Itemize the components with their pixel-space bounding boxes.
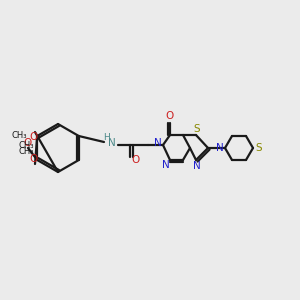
Text: CH₃: CH₃ bbox=[18, 146, 34, 155]
Text: CH₃: CH₃ bbox=[11, 130, 27, 140]
Text: O: O bbox=[132, 155, 140, 165]
Text: N: N bbox=[193, 161, 201, 171]
Text: O: O bbox=[30, 154, 38, 164]
Text: N: N bbox=[108, 138, 116, 148]
Text: O: O bbox=[23, 138, 31, 148]
Text: H: H bbox=[103, 134, 110, 142]
Text: S: S bbox=[194, 124, 200, 134]
Text: N: N bbox=[154, 138, 162, 148]
Text: N: N bbox=[162, 160, 170, 170]
Text: S: S bbox=[256, 143, 262, 153]
Text: CH₃: CH₃ bbox=[18, 140, 34, 149]
Text: O: O bbox=[166, 111, 174, 121]
Text: O: O bbox=[30, 132, 38, 142]
Text: N: N bbox=[216, 143, 224, 153]
